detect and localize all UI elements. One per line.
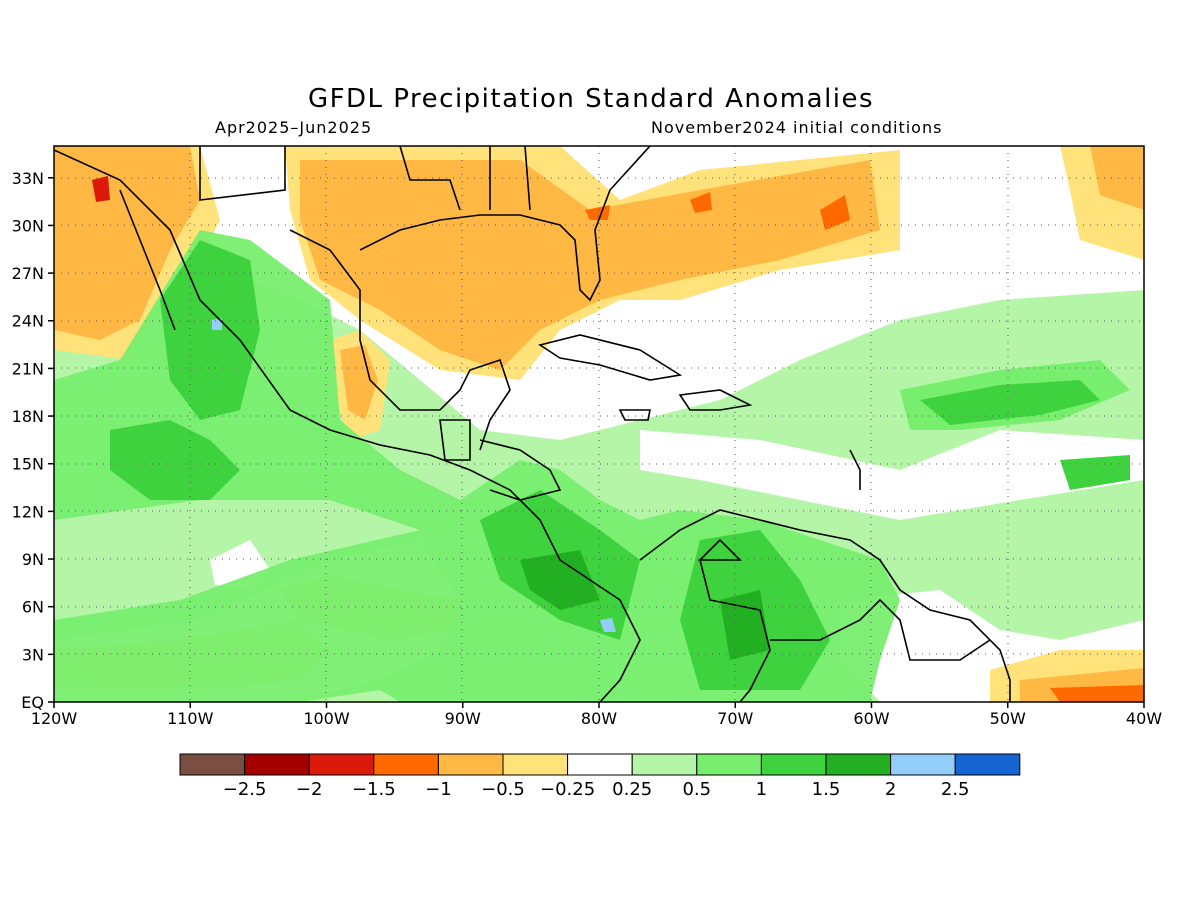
colorbar-swatch xyxy=(825,753,892,776)
colorbar-swatch xyxy=(760,753,827,776)
colorbar-label: 1.5 xyxy=(812,779,841,800)
anomaly-dry-baja-core xyxy=(54,146,200,340)
colorbar-label: −2 xyxy=(296,779,323,800)
anomaly-wet-peak-mexico xyxy=(212,318,222,330)
anomaly-wet-panama-core xyxy=(520,550,600,610)
anomaly-field xyxy=(54,146,1144,702)
lon-tick-label: 110W xyxy=(167,709,214,728)
lon-tick-label: 70W xyxy=(717,709,753,728)
axis-ticks: 120W 110W 100W 90W 80W 70W 60W 50W 40W EQ 3N 6N 9N 12… xyxy=(12,169,1163,728)
colorbar-swatch xyxy=(567,753,633,776)
lat-tick-label: 33N xyxy=(12,169,44,188)
lat-tick-label: 27N xyxy=(12,264,44,283)
colorbar-label: 0.25 xyxy=(612,779,652,800)
anomaly-wet-peak-colombia xyxy=(600,618,616,632)
anomaly-wet-atlantic-core xyxy=(920,380,1100,425)
colorbar-label: −1 xyxy=(425,779,452,800)
colorbar-swatch xyxy=(437,753,504,776)
colorbar-label: 1 xyxy=(756,779,767,800)
lat-tick-label: 9N xyxy=(22,550,44,569)
colorbar-swatch xyxy=(179,753,246,776)
initial-conditions: November2024 initial conditions xyxy=(651,118,943,137)
lat-tick-label: 12N xyxy=(12,502,44,521)
anomaly-dry-peak-bahamas xyxy=(690,192,712,213)
lon-tick-label: 90W xyxy=(445,709,481,728)
colorbar-swatch xyxy=(954,753,1021,776)
lon-tick-label: 120W xyxy=(31,709,78,728)
colorbar-label: 2 xyxy=(885,779,896,800)
lat-tick-label: EQ xyxy=(21,693,44,712)
colorbar-swatch xyxy=(373,753,439,776)
anomaly-wet-atlantic-east xyxy=(1060,455,1130,490)
colorbar-label: −0.25 xyxy=(540,779,595,800)
colorbar-label: −1.5 xyxy=(352,779,396,800)
colorbar-label: 2.5 xyxy=(941,779,970,800)
anomaly-dry-peak-baja xyxy=(92,176,110,202)
page-title: GFDL Precipitation Standard Anomalies xyxy=(307,84,875,114)
coastlines xyxy=(54,146,1011,702)
colorbar-label: −0.5 xyxy=(481,779,525,800)
lat-tick-label: 6N xyxy=(22,598,44,617)
lon-tick-label: 100W xyxy=(303,709,350,728)
lon-tick-label: 40W xyxy=(1126,709,1162,728)
lon-tick-label: 60W xyxy=(853,709,889,728)
lon-tick-label: 50W xyxy=(990,709,1026,728)
anomaly-dry-gulf xyxy=(300,160,880,370)
anomaly-wet-pacific-core xyxy=(110,420,240,500)
lat-tick-label: 18N xyxy=(12,407,44,426)
anomaly-wet-colombia-core xyxy=(720,590,770,660)
colorbar-swatch xyxy=(631,753,698,776)
anomaly-white-caribbean xyxy=(640,430,1144,520)
anomaly-dry-atlantic-core xyxy=(1090,146,1144,210)
lat-tick-label: 21N xyxy=(12,359,44,378)
lon-tick-label: 80W xyxy=(581,709,617,728)
anomaly-wet-central xyxy=(54,230,900,702)
anomaly-dry-mexico-core xyxy=(340,345,378,420)
lat-tick-label: 15N xyxy=(12,455,44,474)
colorbar-swatch xyxy=(244,753,310,776)
lat-tick-label: 30N xyxy=(12,216,44,235)
colorbar-swatch xyxy=(890,753,956,776)
colorbar: −2.5 −2 −1.5 −1 −0.5 −0.25 0.25 0.5 1 1.5 2 2.5 xyxy=(179,753,1021,800)
colorbar-swatch xyxy=(696,753,762,776)
forecast-period: Apr2025–Jun2025 xyxy=(215,118,373,137)
lat-tick-label: 24N xyxy=(12,312,44,331)
anomaly-dry-amazon-peak xyxy=(1050,685,1144,702)
anomaly-wet-mexico-pacific xyxy=(160,240,260,420)
anomaly-dry-peak-atlantic xyxy=(820,195,850,230)
lat-tick-label: 3N xyxy=(22,645,44,664)
colorbar-label: −2.5 xyxy=(223,779,267,800)
colorbar-label: 0.5 xyxy=(682,779,711,800)
colorbar-swatch xyxy=(308,753,375,776)
colorbar-swatch xyxy=(502,753,569,776)
